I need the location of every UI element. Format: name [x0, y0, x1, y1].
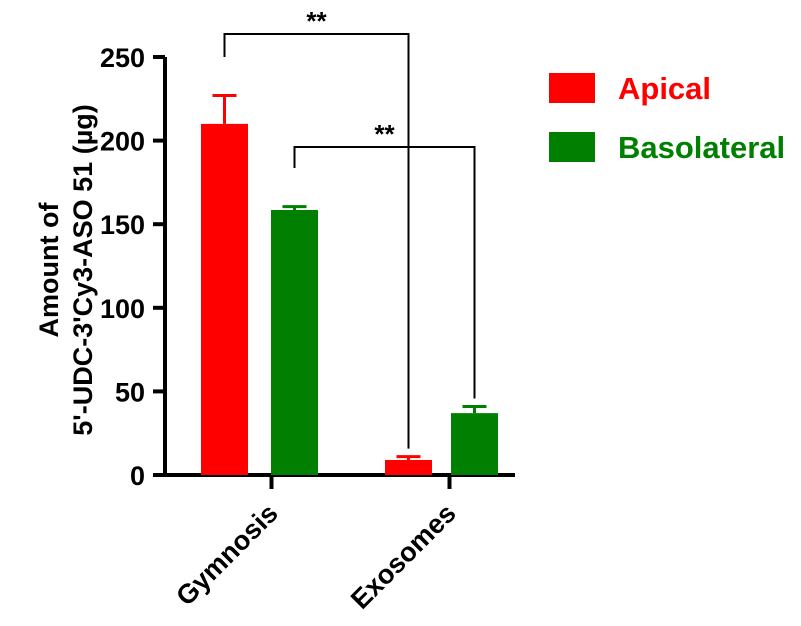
y-axis-label-line-1: Amount of — [34, 202, 64, 338]
x-tick-label: Gymnosis — [170, 498, 284, 612]
y-tick-label: 100 — [100, 294, 145, 324]
legend: Apical Basolateral — [549, 71, 785, 165]
y-axis-label: Amount of 5'-UDC-3'Cy3-ASO 51 (µg) — [34, 104, 98, 435]
legend-label: Basolateral — [618, 130, 785, 165]
significance-bracket — [223, 33, 410, 449]
significance-label: ** — [306, 6, 327, 36]
legend-swatch — [549, 73, 595, 103]
y-tick-label: 250 — [100, 43, 145, 73]
y-tick-label: 200 — [100, 127, 145, 157]
significance-label: ** — [374, 119, 395, 149]
y-tick-label: 0 — [130, 461, 145, 491]
significance-bracket — [293, 146, 476, 399]
legend-swatch — [549, 132, 595, 162]
legend-label: Apical — [618, 71, 711, 106]
y-tick-label: 150 — [100, 210, 145, 240]
bar — [271, 209, 318, 475]
x-tick-label: Exosomes — [345, 498, 462, 615]
y-axis-label-line-2: 5'-UDC-3'Cy3-ASO 51 (µg) — [68, 104, 98, 435]
y-tick-label: 50 — [115, 377, 145, 407]
plot-area: 0 50 100 150 200 250 Gymnosis Exosomes ** ** — [100, 6, 515, 615]
bar — [201, 123, 248, 475]
bar — [385, 459, 432, 475]
bar — [451, 413, 498, 475]
